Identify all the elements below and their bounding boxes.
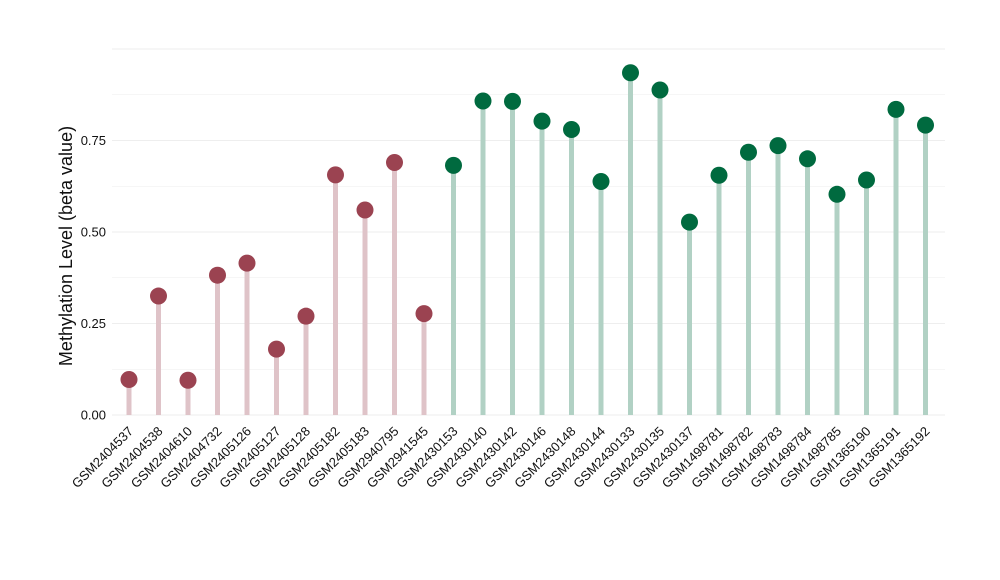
lollipop-point bbox=[828, 185, 846, 203]
lollipop-point bbox=[150, 287, 167, 305]
grid-lines bbox=[112, 48, 945, 416]
lollipop-point bbox=[504, 92, 521, 110]
y-tick-label: 0.25 bbox=[81, 316, 106, 331]
lollipop-point bbox=[740, 143, 757, 161]
y-tick-label: 0.50 bbox=[81, 225, 106, 240]
lollipop-point bbox=[356, 201, 374, 219]
lollipop-point bbox=[563, 121, 580, 139]
lollipop-point bbox=[297, 307, 315, 325]
lollipop-point bbox=[651, 81, 669, 99]
lollipop-point bbox=[710, 166, 728, 184]
y-tick-label: 0.00 bbox=[81, 408, 106, 423]
lollipop-point bbox=[209, 266, 226, 284]
lollipop-stems bbox=[126, 72, 928, 415]
lollipop-point bbox=[887, 100, 905, 118]
x-axis: GSM2404537GSM2404538GSM2404610GSM2404732… bbox=[69, 424, 933, 491]
lollipop-point bbox=[179, 371, 197, 389]
lollipop-point bbox=[592, 172, 610, 190]
lollipop-point bbox=[769, 137, 787, 155]
lollipop-point bbox=[415, 305, 433, 323]
lollipop-point bbox=[238, 254, 256, 272]
lollipop-point bbox=[268, 340, 285, 358]
lollipop-point bbox=[858, 171, 875, 189]
y-tick-label: 0.75 bbox=[81, 133, 106, 148]
lollipop-point bbox=[120, 370, 138, 388]
lollipop-points bbox=[120, 64, 934, 389]
lollipop-point bbox=[386, 153, 403, 171]
y-axis-title: Methylation Level (beta value) bbox=[56, 126, 76, 366]
lollipop-point bbox=[445, 156, 462, 174]
y-axis: 0.00 0.25 0.50 0.75 bbox=[81, 133, 106, 423]
lollipop-point bbox=[474, 92, 492, 110]
lollipop-point bbox=[917, 116, 934, 134]
lollipop-point bbox=[681, 213, 698, 231]
lollipop-point bbox=[533, 112, 551, 130]
lollipop-point bbox=[327, 166, 344, 184]
lollipop-point bbox=[622, 64, 639, 82]
lollipop-point bbox=[799, 150, 816, 168]
